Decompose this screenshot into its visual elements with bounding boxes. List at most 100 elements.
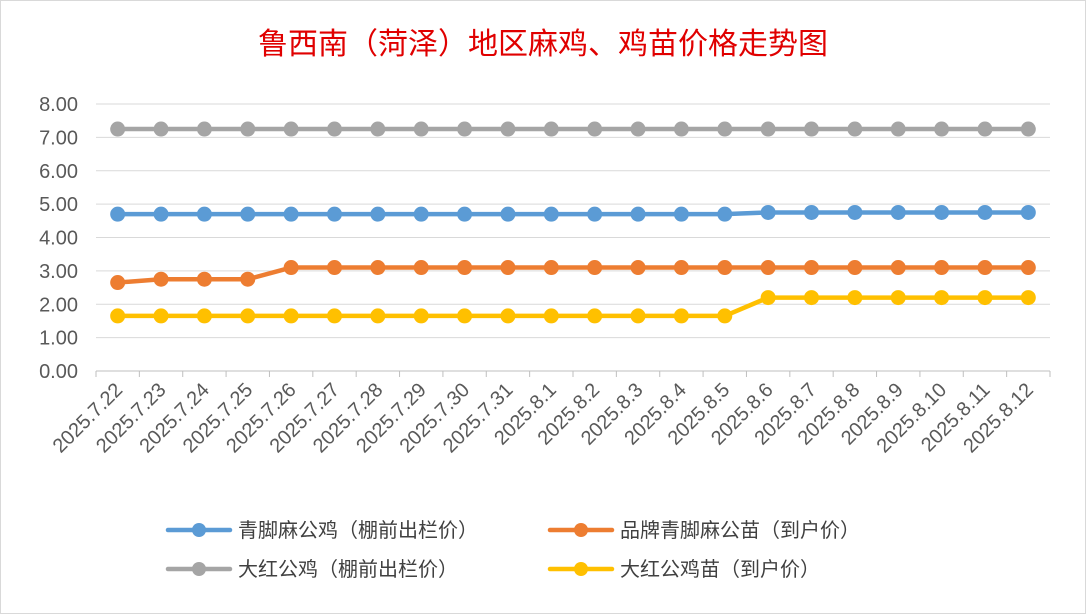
data-point <box>717 260 733 276</box>
data-point <box>804 290 819 306</box>
series-1 <box>110 260 1036 291</box>
data-point <box>673 260 689 276</box>
legend-label: 青脚麻公鸡（棚前出栏价） <box>238 518 478 542</box>
data-point <box>283 260 299 276</box>
data-point <box>196 121 212 137</box>
data-point <box>804 204 819 220</box>
data-point <box>327 260 342 276</box>
data-point <box>413 260 429 276</box>
legend-item: 大红公鸡苗（到户价） <box>547 557 820 581</box>
data-point <box>587 206 603 222</box>
data-point <box>283 121 299 137</box>
data-point <box>847 121 863 137</box>
data-point <box>196 271 212 287</box>
data-point <box>934 204 950 220</box>
y-tick-label: 5.00 <box>39 194 78 216</box>
data-point <box>760 260 776 276</box>
data-point <box>457 308 473 324</box>
data-point <box>283 206 299 222</box>
data-point <box>543 121 559 137</box>
data-point <box>413 308 429 324</box>
data-point <box>760 290 776 306</box>
data-point <box>370 206 386 222</box>
series-0 <box>110 204 1036 222</box>
x-axis: 2025.7.222025.7.232025.7.242025.7.252025… <box>49 371 1051 457</box>
data-point <box>370 308 386 324</box>
y-tick-label: 8.00 <box>39 94 78 116</box>
data-point <box>587 260 603 276</box>
legend-label: 品牌青脚麻公苗（到户价） <box>620 518 860 542</box>
chart-title: 鲁西南（菏泽）地区麻鸡、鸡苗价格走势图 <box>258 27 828 62</box>
data-point <box>543 308 559 324</box>
y-tick-label: 0.00 <box>39 361 78 383</box>
data-point <box>153 121 169 137</box>
data-point <box>1020 290 1036 306</box>
data-point <box>457 260 473 276</box>
data-point <box>1020 260 1036 276</box>
data-point <box>630 260 646 276</box>
data-point <box>327 121 342 137</box>
data-point <box>110 308 126 324</box>
data-point <box>110 121 126 137</box>
series-line <box>115 265 1031 285</box>
y-tick-label: 7.00 <box>39 127 78 149</box>
data-point <box>500 206 516 222</box>
data-point <box>890 204 906 220</box>
data-point <box>630 206 646 222</box>
y-tick-label: 2.00 <box>39 294 78 316</box>
legend-swatch-marker <box>574 523 588 537</box>
data-point <box>673 308 689 324</box>
y-tick-label: 1.00 <box>39 328 78 350</box>
data-point <box>1020 204 1036 220</box>
legend: 青脚麻公鸡（棚前出栏价） 品牌青脚麻公苗（到户价） 大红公鸡（棚前出栏价） 大红公鸡苗… <box>165 518 860 581</box>
data-point <box>240 206 256 222</box>
legend-item: 大红公鸡（棚前出栏价） <box>165 557 458 581</box>
data-point <box>847 290 863 306</box>
data-point <box>760 204 776 220</box>
y-tick-label: 6.00 <box>39 161 78 183</box>
legend-swatch-marker <box>192 523 206 537</box>
data-point <box>153 308 169 324</box>
data-point <box>977 204 993 220</box>
gridlines <box>96 103 1050 372</box>
data-point <box>1020 121 1036 137</box>
legend-label: 大红公鸡苗（到户价） <box>620 557 820 581</box>
data-point <box>500 308 516 324</box>
legend-label: 大红公鸡（棚前出栏价） <box>238 557 458 581</box>
data-point <box>413 121 429 137</box>
data-point <box>847 204 863 220</box>
data-point <box>847 260 863 276</box>
data-point <box>110 275 126 291</box>
data-point <box>977 290 993 306</box>
data-point <box>500 121 516 137</box>
data-point <box>543 260 559 276</box>
series-line <box>115 210 1031 217</box>
data-point <box>717 121 733 137</box>
series-3 <box>110 290 1036 324</box>
data-point <box>153 206 169 222</box>
data-point <box>457 121 473 137</box>
data-point <box>717 206 733 222</box>
legend-swatch-marker <box>192 562 206 576</box>
data-point <box>717 308 733 324</box>
data-point <box>370 260 386 276</box>
data-point <box>413 206 429 222</box>
legend-item: 品牌青脚麻公苗（到户价） <box>547 518 860 542</box>
data-point <box>587 121 603 137</box>
legend-item: 青脚麻公鸡（棚前出栏价） <box>165 518 478 542</box>
data-point <box>934 290 950 306</box>
data-point <box>630 308 646 324</box>
data-point <box>327 308 342 324</box>
data-point <box>977 121 993 137</box>
series-line <box>115 295 1031 319</box>
series-2 <box>110 121 1036 137</box>
data-point <box>934 260 950 276</box>
data-point <box>804 121 819 137</box>
data-point <box>240 271 256 287</box>
y-tick-label: 4.00 <box>39 228 78 250</box>
data-point <box>240 121 256 137</box>
data-point <box>196 206 212 222</box>
data-point <box>804 260 819 276</box>
